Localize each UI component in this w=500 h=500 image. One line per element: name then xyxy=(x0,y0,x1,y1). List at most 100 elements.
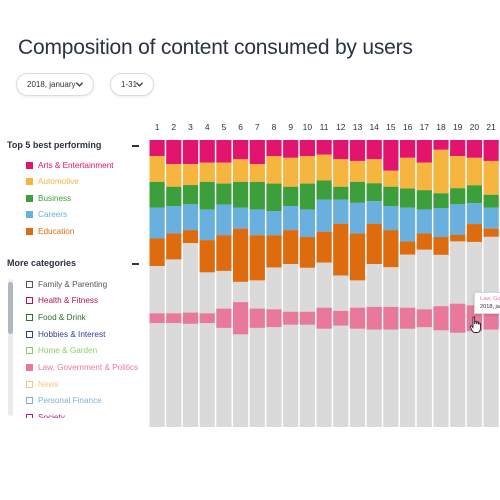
bar-segment-automotive[interactable] xyxy=(450,156,466,189)
bar-segment-automotive[interactable] xyxy=(433,149,449,194)
checkbox[interactable] xyxy=(26,330,33,338)
bar-segment-business[interactable] xyxy=(149,181,165,208)
bar-segment-automotive[interactable] xyxy=(266,156,282,184)
bar-segment-business[interactable] xyxy=(416,190,432,210)
bar-segment-arts-entertainment[interactable] xyxy=(349,140,366,161)
bar-segment-education[interactable] xyxy=(166,233,182,260)
bar-segment-automotive[interactable] xyxy=(182,164,199,186)
bar-segment-law-government-politics[interactable] xyxy=(233,302,249,335)
bar-segment-automotive[interactable] xyxy=(366,159,382,184)
bar-segment-careers[interactable] xyxy=(400,207,416,242)
bar-segment-arts-entertainment[interactable] xyxy=(400,140,416,158)
bar-segment-law-government-politics[interactable] xyxy=(249,308,265,328)
bar-segment-business[interactable] xyxy=(199,181,215,210)
bar-segment-law-government-politics[interactable] xyxy=(299,311,315,325)
bar-segment-arts-entertainment[interactable] xyxy=(333,140,349,160)
category-checkbox-home-garden[interactable]: Home & Garden xyxy=(26,345,97,357)
bar-segment-arts-entertainment[interactable] xyxy=(466,140,482,158)
bar-segment-arts-entertainment[interactable] xyxy=(299,140,315,157)
bar-segment-careers[interactable] xyxy=(433,208,449,238)
bar-segment-automotive[interactable] xyxy=(149,156,165,182)
bar-segment-arts-entertainment[interactable] xyxy=(199,140,215,163)
bar-segment-education[interactable] xyxy=(149,238,165,266)
category-checkbox-society[interactable]: Society xyxy=(26,412,65,418)
more-categories-scroll-thumb[interactable] xyxy=(8,282,13,334)
bar-segment-education[interactable] xyxy=(349,233,366,281)
bar-segment-arts-entertainment[interactable] xyxy=(316,140,332,155)
bar-segment-careers[interactable] xyxy=(166,206,182,234)
bar-segment-education[interactable] xyxy=(233,228,249,282)
bar-segment-automotive[interactable] xyxy=(383,170,399,187)
bar-segment-education[interactable] xyxy=(466,224,482,242)
days-dropdown[interactable]: 1-31 xyxy=(110,73,154,96)
bar-segment-law-government-politics[interactable] xyxy=(349,307,366,329)
bar-segment-law-government-politics[interactable] xyxy=(333,310,349,326)
bar-segment-business[interactable] xyxy=(349,181,366,203)
bar-segment-law-government-politics[interactable] xyxy=(450,303,466,333)
bar-segment-arts-entertainment[interactable] xyxy=(483,140,499,161)
bar-segment-education[interactable] xyxy=(450,234,466,242)
bar-segment-careers[interactable] xyxy=(233,207,249,229)
bar-segment-law-government-politics[interactable] xyxy=(416,309,432,328)
category-checkbox-family-parenting[interactable]: Family & Parenting xyxy=(26,278,107,290)
bar-segment-careers[interactable] xyxy=(366,201,382,224)
bar-segment-careers[interactable] xyxy=(416,209,432,234)
bar-segment-law-government-politics[interactable] xyxy=(283,311,299,325)
bar-segment-arts-entertainment[interactable] xyxy=(366,140,382,160)
bar-segment-careers[interactable] xyxy=(149,207,165,239)
bar-segment-careers[interactable] xyxy=(182,204,199,231)
bar-segment-arts-entertainment[interactable] xyxy=(383,140,399,171)
category-checkbox-food-drink[interactable]: Food & Drink xyxy=(26,311,86,323)
bar-segment-automotive[interactable] xyxy=(299,156,315,184)
legend-item-business[interactable]: Business xyxy=(26,192,71,204)
bar-segment-careers[interactable] xyxy=(199,209,215,241)
bar-segment-business[interactable] xyxy=(400,188,416,208)
collapse-top5-button[interactable] xyxy=(132,145,139,147)
checkbox[interactable] xyxy=(26,380,33,388)
bar-segment-business[interactable] xyxy=(466,185,482,204)
bar-segment-law-government-politics[interactable] xyxy=(266,309,282,328)
bar-segment-automotive[interactable] xyxy=(466,157,482,186)
bar-segment-business[interactable] xyxy=(483,194,499,208)
bar-segment-careers[interactable] xyxy=(466,203,482,225)
bar-segment-business[interactable] xyxy=(249,181,265,210)
bar-segment-education[interactable] xyxy=(283,230,299,264)
bar-segment-education[interactable] xyxy=(333,223,349,276)
bar-segment-arts-entertainment[interactable] xyxy=(416,140,432,163)
bar-segment-careers[interactable] xyxy=(383,206,399,231)
bar-segment-arts-entertainment[interactable] xyxy=(249,140,265,165)
checkbox[interactable] xyxy=(26,397,33,405)
checkbox[interactable] xyxy=(26,364,33,371)
bar-segment-arts-entertainment[interactable] xyxy=(216,140,232,163)
bar-segment-automotive[interactable] xyxy=(483,160,499,195)
month-dropdown[interactable]: 2018, january xyxy=(16,73,94,96)
bar-segment-education[interactable] xyxy=(383,230,399,268)
bar-segment-automotive[interactable] xyxy=(400,157,416,189)
bar-segment-education[interactable] xyxy=(249,235,265,281)
bar-segment-automotive[interactable] xyxy=(349,160,366,182)
bar-segment-education[interactable] xyxy=(400,241,416,255)
bar-segment-business[interactable] xyxy=(333,186,349,200)
category-checkbox-news[interactable]: News xyxy=(26,378,58,390)
category-checkbox-law-government-politics[interactable]: Law, Government & Politics xyxy=(26,362,138,374)
bar-segment-business[interactable] xyxy=(216,183,232,205)
bar-segment-automotive[interactable] xyxy=(199,162,215,182)
bar-segment-automotive[interactable] xyxy=(216,162,232,184)
category-checkbox-health-fitness[interactable]: Health & Fitness xyxy=(26,295,98,307)
bar-segment-education[interactable] xyxy=(299,237,315,268)
bar-segment-education[interactable] xyxy=(266,235,282,268)
bar-segment-careers[interactable] xyxy=(450,204,466,235)
bar-segment-business[interactable] xyxy=(433,193,449,209)
bar-segment-careers[interactable] xyxy=(283,206,299,231)
bar-segment-careers[interactable] xyxy=(483,207,499,229)
bar-segment-arts-entertainment[interactable] xyxy=(233,140,249,160)
bar-segment-education[interactable] xyxy=(199,240,215,273)
bar-segment-arts-entertainment[interactable] xyxy=(283,140,299,158)
bar-segment-automotive[interactable] xyxy=(333,159,349,187)
bar-segment-education[interactable] xyxy=(366,223,382,264)
bar-segment-education[interactable] xyxy=(483,228,499,237)
more-categories-scrollbar[interactable] xyxy=(8,279,13,416)
checkbox[interactable] xyxy=(26,280,33,288)
bar-segment-arts-entertainment[interactable] xyxy=(166,140,182,165)
bar-segment-business[interactable] xyxy=(266,183,282,212)
